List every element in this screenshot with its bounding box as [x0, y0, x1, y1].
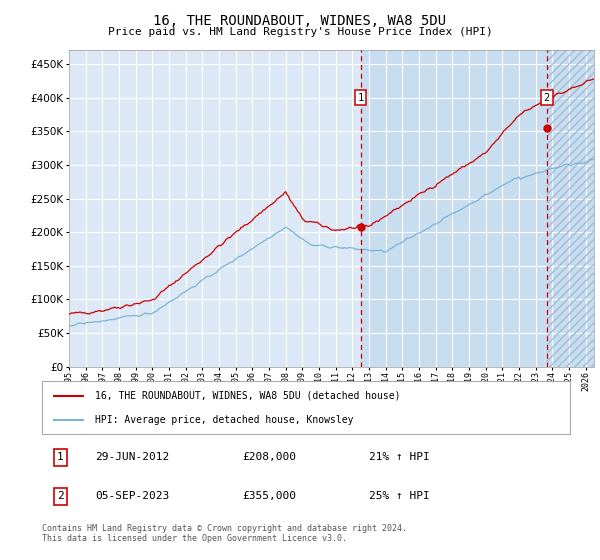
Text: Contains HM Land Registry data © Crown copyright and database right 2024.
This d: Contains HM Land Registry data © Crown c… — [42, 524, 407, 543]
Text: 16, THE ROUNDABOUT, WIDNES, WA8 5DU (detached house): 16, THE ROUNDABOUT, WIDNES, WA8 5DU (det… — [95, 391, 400, 401]
Text: £355,000: £355,000 — [242, 492, 296, 501]
Text: 2: 2 — [544, 92, 550, 102]
Text: 1: 1 — [358, 92, 364, 102]
Text: 1: 1 — [57, 452, 64, 463]
Text: HPI: Average price, detached house, Knowsley: HPI: Average price, detached house, Know… — [95, 415, 353, 425]
Bar — [361, 50, 547, 367]
Bar — [547, 50, 594, 367]
Text: 21% ↑ HPI: 21% ↑ HPI — [370, 452, 430, 463]
Bar — [69, 50, 361, 367]
Text: 25% ↑ HPI: 25% ↑ HPI — [370, 492, 430, 501]
Text: £208,000: £208,000 — [242, 452, 296, 463]
Text: 2: 2 — [57, 492, 64, 501]
Text: Price paid vs. HM Land Registry's House Price Index (HPI): Price paid vs. HM Land Registry's House … — [107, 27, 493, 37]
Text: 16, THE ROUNDABOUT, WIDNES, WA8 5DU: 16, THE ROUNDABOUT, WIDNES, WA8 5DU — [154, 14, 446, 28]
Text: 29-JUN-2012: 29-JUN-2012 — [95, 452, 169, 463]
Bar — [547, 50, 594, 367]
Text: 05-SEP-2023: 05-SEP-2023 — [95, 492, 169, 501]
